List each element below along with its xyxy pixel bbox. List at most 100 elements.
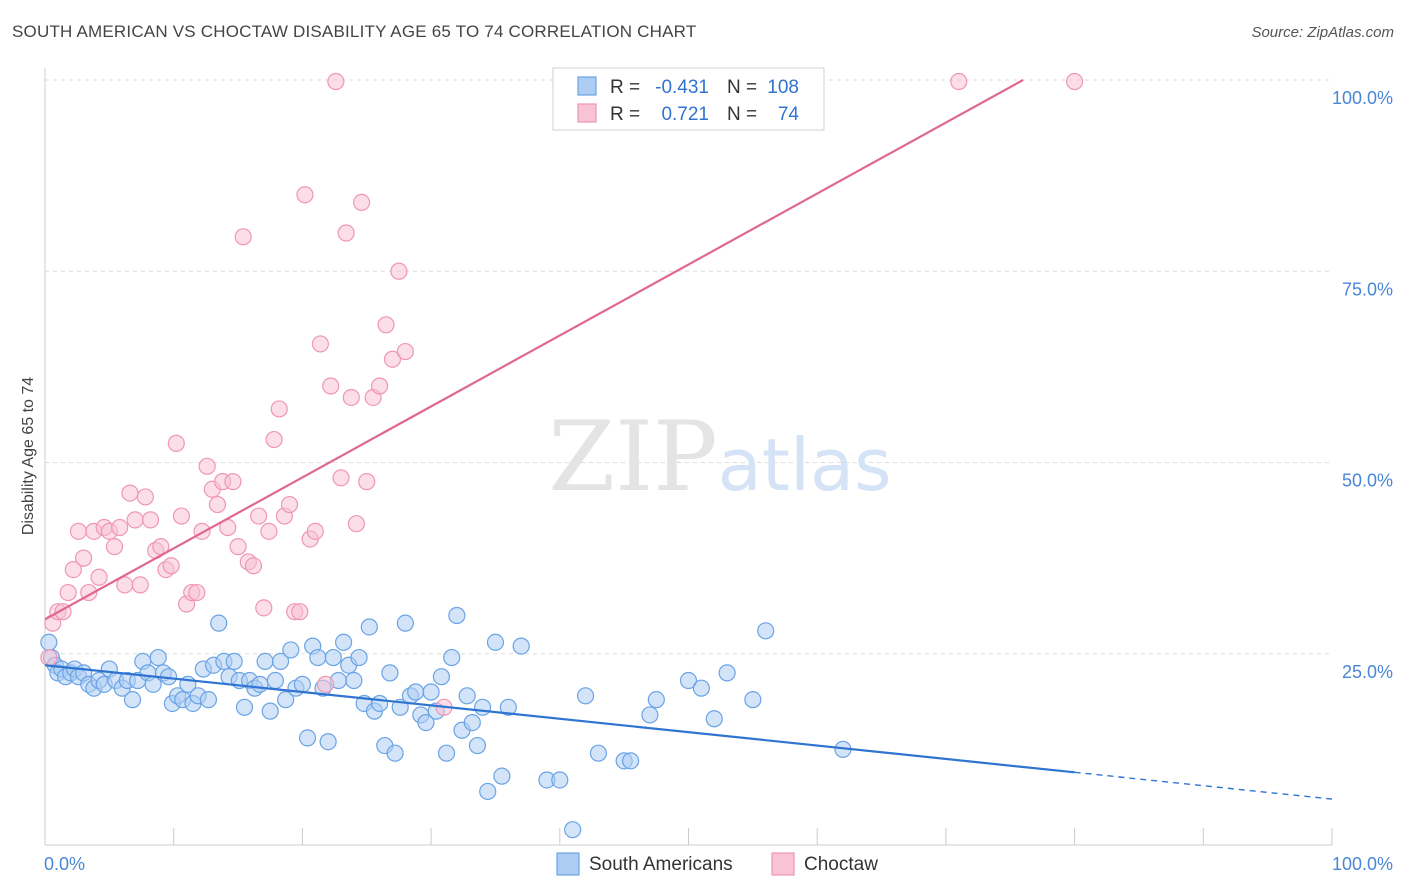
point-0-106 bbox=[757, 622, 775, 640]
legend-label-1: Choctaw bbox=[804, 854, 878, 875]
y-tick-label-1: 50.0% bbox=[1342, 471, 1393, 491]
point-0-57 bbox=[324, 648, 342, 667]
stats-r-value-1: 0.721 bbox=[661, 104, 709, 125]
point-0-98 bbox=[621, 752, 640, 770]
stats-n-label-0: N = bbox=[727, 77, 757, 98]
point-0-100 bbox=[647, 691, 665, 709]
point-1-29 bbox=[188, 583, 206, 602]
stats-r-value-0: -0.431 bbox=[655, 77, 709, 98]
point-0-105 bbox=[744, 691, 762, 709]
x-tick-label-1: 100.0% bbox=[1332, 854, 1393, 874]
point-0-23 bbox=[149, 648, 167, 667]
point-1-31 bbox=[198, 457, 216, 475]
point-0-93 bbox=[551, 771, 569, 789]
point-1-10 bbox=[90, 568, 108, 586]
point-1-71 bbox=[1065, 72, 1084, 91]
point-1-49 bbox=[291, 603, 309, 621]
point-1-68 bbox=[396, 342, 414, 361]
point-0-38 bbox=[225, 652, 243, 671]
point-0-40 bbox=[235, 698, 254, 716]
point-0-102 bbox=[692, 679, 710, 697]
point-1-43 bbox=[260, 522, 278, 540]
point-0-94 bbox=[564, 821, 582, 839]
y-tick-label-2: 75.0% bbox=[1342, 279, 1393, 299]
point-1-4 bbox=[59, 583, 77, 602]
watermark: ZIPatlas bbox=[548, 401, 891, 513]
point-0-56 bbox=[319, 733, 337, 751]
series-0 bbox=[40, 606, 852, 839]
point-1-17 bbox=[126, 511, 144, 529]
point-1-62 bbox=[358, 473, 376, 491]
point-0-87 bbox=[479, 782, 497, 801]
trend-layer bbox=[44, 79, 1333, 800]
point-1-40 bbox=[244, 557, 263, 575]
point-0-78 bbox=[432, 668, 450, 686]
point-0-104 bbox=[718, 664, 736, 682]
point-1-20 bbox=[141, 511, 160, 529]
point-0-91 bbox=[512, 637, 530, 655]
point-0-62 bbox=[350, 648, 368, 667]
point-0-0 bbox=[40, 633, 58, 651]
point-1-56 bbox=[327, 72, 345, 91]
point-0-59 bbox=[334, 633, 353, 651]
point-0-44 bbox=[256, 652, 274, 671]
series-1 bbox=[40, 72, 1084, 716]
point-1-47 bbox=[280, 495, 299, 514]
point-0-66 bbox=[371, 694, 389, 713]
point-0-61 bbox=[345, 671, 363, 690]
point-0-18 bbox=[123, 691, 142, 709]
trend-line-ext-0 bbox=[1074, 771, 1333, 800]
point-0-95 bbox=[576, 687, 595, 705]
legend-label-0: South Americans bbox=[589, 854, 733, 875]
point-1-61 bbox=[353, 193, 371, 211]
point-1-57 bbox=[332, 469, 350, 487]
point-1-7 bbox=[75, 549, 93, 567]
point-1-19 bbox=[136, 488, 154, 506]
point-0-101 bbox=[679, 671, 698, 690]
point-0-86 bbox=[473, 698, 492, 716]
point-0-88 bbox=[486, 633, 505, 651]
point-1-50 bbox=[296, 186, 314, 204]
series-layer bbox=[40, 72, 1084, 839]
y-tick-label-0: 25.0% bbox=[1342, 662, 1393, 682]
y-axis-label: Disability Age 65 to 74 bbox=[20, 377, 37, 535]
point-1-44 bbox=[265, 430, 283, 449]
point-1-18 bbox=[131, 576, 149, 594]
point-1-41 bbox=[250, 507, 268, 525]
point-1-33 bbox=[208, 495, 227, 514]
point-1-14 bbox=[111, 518, 129, 537]
point-1-45 bbox=[270, 400, 288, 418]
watermark-atlas: atlas bbox=[718, 423, 892, 507]
y-tick-label-3: 100.0% bbox=[1332, 88, 1393, 108]
point-0-99 bbox=[641, 706, 659, 724]
stats-n-value-0: 108 bbox=[767, 77, 799, 98]
point-0-81 bbox=[448, 606, 466, 625]
point-0-76 bbox=[422, 683, 440, 701]
point-0-79 bbox=[437, 744, 456, 762]
point-0-85 bbox=[468, 736, 487, 755]
point-0-52 bbox=[298, 729, 317, 747]
point-1-52 bbox=[306, 522, 324, 540]
point-1-66 bbox=[383, 350, 402, 368]
axes bbox=[44, 68, 1333, 846]
legend-swatch-1 bbox=[771, 852, 795, 876]
point-1-24 bbox=[162, 557, 180, 575]
point-1-37 bbox=[229, 538, 247, 556]
point-0-73 bbox=[407, 683, 425, 701]
point-0-71 bbox=[396, 614, 414, 632]
point-1-42 bbox=[255, 599, 273, 617]
point-1-54 bbox=[316, 675, 335, 693]
watermark-text: ZIPatlas bbox=[548, 401, 891, 513]
point-1-25 bbox=[167, 434, 185, 452]
point-1-36 bbox=[224, 473, 242, 491]
point-0-51 bbox=[293, 675, 311, 693]
point-1-16 bbox=[121, 484, 139, 502]
point-0-103 bbox=[705, 710, 723, 728]
stats-r-label-0: R = bbox=[610, 77, 640, 98]
point-0-68 bbox=[381, 664, 399, 682]
trend-line-1 bbox=[44, 79, 1024, 621]
point-1-55 bbox=[322, 377, 340, 395]
stats-box-frame bbox=[552, 67, 825, 131]
chart-title: SOUTH AMERICAN VS CHOCTAW DISABILITY AGE… bbox=[12, 22, 697, 41]
